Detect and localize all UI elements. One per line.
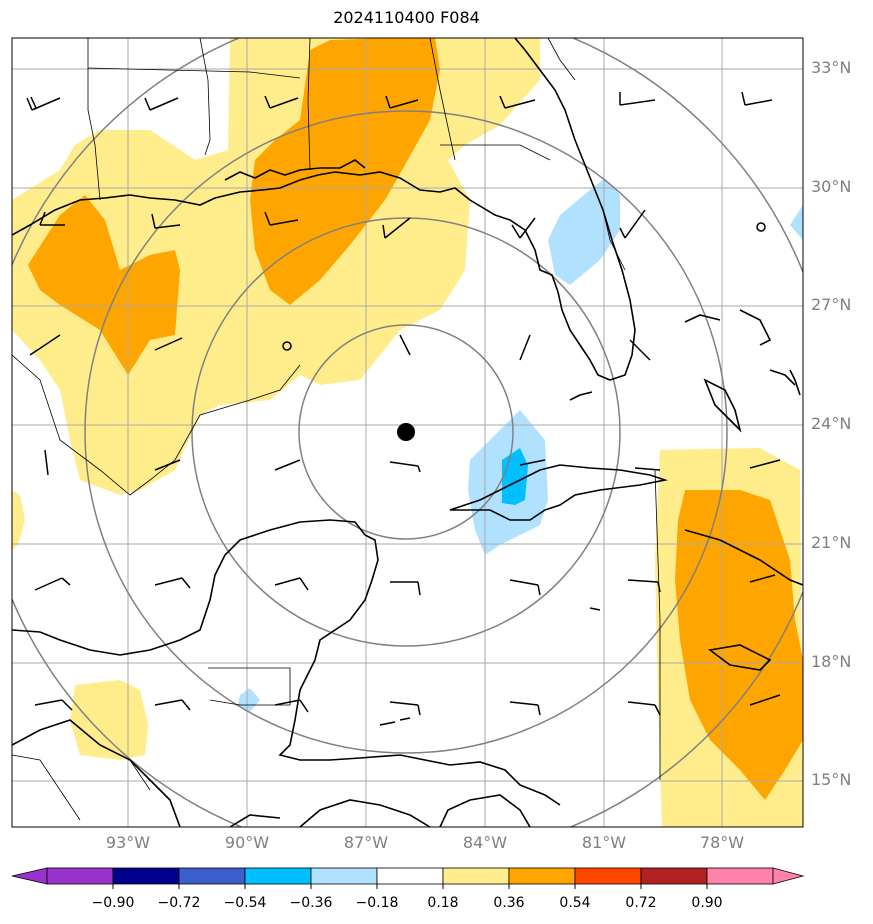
colorbar (11, 867, 805, 889)
colorbar-tick-label: −0.90 (91, 895, 135, 911)
lon-label-87w: 87°W (343, 833, 389, 852)
plot-frame (11, 37, 804, 828)
lon-label-84w: 84°W (462, 833, 508, 852)
colorbar-swatch (46, 867, 114, 885)
range-rings (12, 38, 803, 827)
colorbar-tick-label: −0.36 (289, 895, 333, 911)
colorbar-tick-label: −0.72 (157, 895, 201, 911)
lat-label-24n: 24°N (811, 414, 852, 433)
storm-center-marker (397, 423, 415, 441)
lon-label-81w: 81°W (581, 833, 627, 852)
coastlines (12, 38, 803, 827)
lon-label-78w: 78°W (699, 833, 745, 852)
lat-label-27n: 27°N (811, 295, 852, 314)
colorbar-tick-label: 0.18 (427, 895, 459, 911)
colorbar-tick-label: 0.72 (625, 895, 657, 911)
lon-label-93w: 93°W (105, 833, 151, 852)
colorbar-tick-label: 0.36 (493, 895, 525, 911)
colorbar-tick-label: 0.90 (691, 895, 723, 911)
colorbar-swatch (706, 867, 774, 885)
lat-label-30n: 30°N (811, 177, 852, 196)
colorbar-swatch (178, 867, 246, 885)
lon-label-90w: 90°W (224, 833, 270, 852)
borders (12, 38, 661, 821)
colorbar-swatch (508, 867, 576, 885)
colorbar-extend-high (772, 867, 805, 885)
colorbar-swatch (640, 867, 708, 885)
colorbar-tick-label: −0.18 (355, 895, 399, 911)
lat-label-33n: 33°N (811, 58, 852, 77)
map-plot-area (12, 38, 803, 827)
colorbar-swatch (442, 867, 510, 885)
map-title: 2024110400 F084 (333, 8, 480, 27)
colorbar-extend-low (11, 867, 48, 885)
colorbar-tick-label: 0.54 (559, 895, 591, 911)
colorbar-swatch (310, 867, 378, 885)
lat-label-21n: 21°N (811, 533, 852, 552)
wind-barbs (26, 91, 781, 716)
lat-label-18n: 18°N (811, 652, 852, 671)
colorbar-swatch (574, 867, 642, 885)
colorbar-swatch (112, 867, 180, 885)
colorbar-swatch (244, 867, 312, 885)
calm-wind-circles (282, 222, 766, 351)
colorbar-tick-label: −0.54 (223, 895, 267, 911)
lat-label-15n: 15°N (811, 770, 852, 789)
colorbar-swatch (376, 867, 444, 885)
